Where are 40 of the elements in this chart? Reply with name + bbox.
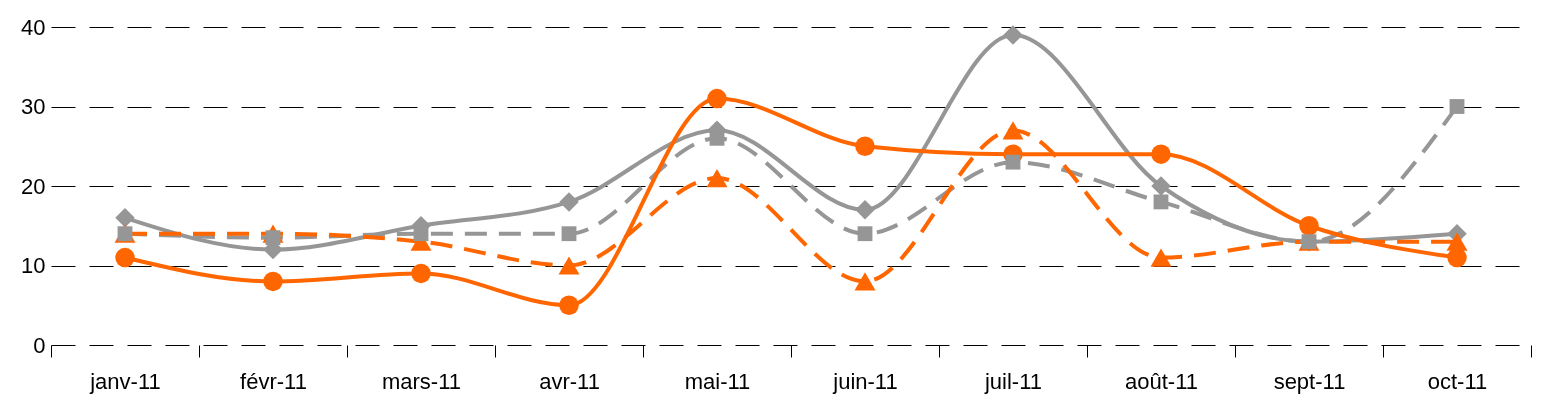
x-tick-label: mai-11 xyxy=(684,368,751,394)
point xyxy=(1446,232,1468,251)
point xyxy=(855,136,875,156)
point xyxy=(1002,121,1024,140)
point xyxy=(1150,248,1172,267)
point xyxy=(413,226,429,242)
y-tick-label: 30 xyxy=(21,94,46,119)
x-tick-label: mars-11 xyxy=(381,368,462,394)
point xyxy=(559,295,579,315)
point xyxy=(1299,216,1319,236)
point xyxy=(1151,176,1171,196)
point xyxy=(1449,99,1465,114)
point xyxy=(115,208,135,228)
x-tick-label: févr-11 xyxy=(240,368,307,394)
point xyxy=(115,247,135,268)
point xyxy=(558,256,580,275)
point xyxy=(854,272,876,291)
x-tick-label: juil-11 xyxy=(983,368,1043,394)
point xyxy=(707,88,727,109)
point xyxy=(855,200,875,220)
y-tick-label: 40 xyxy=(21,14,46,40)
point xyxy=(411,263,431,284)
x-tick-label: juin-11 xyxy=(832,368,898,394)
point xyxy=(857,226,873,242)
point xyxy=(706,168,728,188)
point xyxy=(1151,144,1171,164)
x-tick-label: sept-11 xyxy=(1273,368,1346,394)
point xyxy=(1153,194,1169,210)
point xyxy=(559,192,579,212)
x-tick-label: avr-11 xyxy=(539,368,600,394)
x-tick-label: janv-11 xyxy=(89,368,161,394)
point xyxy=(1005,154,1021,170)
x-tick-label: oct-11 xyxy=(1427,368,1488,394)
y-tick-label: 0 xyxy=(33,332,46,358)
y-tick-label: 10 xyxy=(21,253,46,278)
y-tick-label: 20 xyxy=(21,173,46,199)
point xyxy=(1003,25,1023,45)
x-tick-label: août-11 xyxy=(1125,368,1198,394)
point xyxy=(561,226,577,242)
point xyxy=(263,271,283,292)
